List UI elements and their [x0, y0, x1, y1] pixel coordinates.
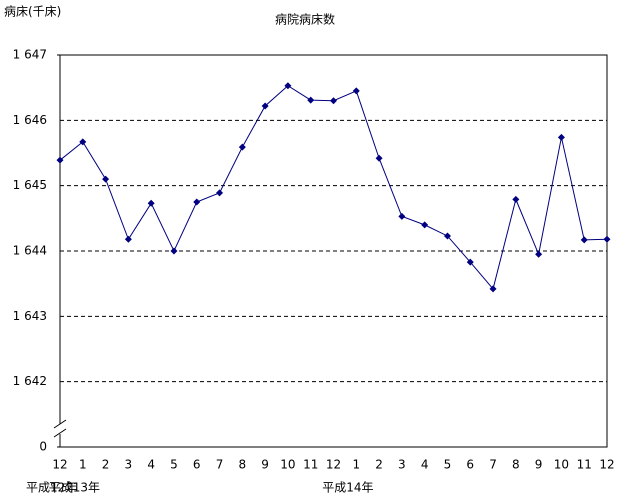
year-label: 平成13年: [49, 481, 100, 495]
marker: [124, 235, 132, 243]
y-tick-label: 1 642: [13, 374, 47, 388]
line: [59, 85, 608, 290]
marker: [261, 102, 269, 110]
marker: [102, 175, 110, 183]
marker: [375, 154, 383, 162]
x-tick-label: 1: [79, 458, 87, 472]
x-tick-label: 9: [535, 458, 543, 472]
x-tick-label: 4: [147, 458, 155, 472]
axis-break-gap: [56, 424, 64, 434]
marker: [147, 199, 155, 207]
x-tick-label: 3: [125, 458, 133, 472]
x-tick-label: 11: [303, 458, 318, 472]
y-tick-label: 1 644: [13, 244, 47, 258]
y-tick-label: 1 647: [13, 48, 47, 62]
y-axis-label: 病床(千床): [4, 4, 61, 19]
x-tick-label: 10: [554, 458, 569, 472]
x-tick-label: 6: [466, 458, 474, 472]
marker: [466, 258, 474, 266]
x-tick-label: 2: [102, 458, 110, 472]
axis-break: [53, 419, 67, 429]
x-tick-label: 12: [599, 458, 614, 472]
y-tick-label: 0: [39, 440, 47, 454]
marker: [421, 221, 429, 229]
plot-frame: [59, 54, 608, 448]
x-tick-label: 12: [52, 458, 67, 472]
x-tick-label: 8: [512, 458, 520, 472]
axis-break: [53, 428, 67, 438]
x-tick-label: 10: [280, 458, 295, 472]
x-tick-label: 3: [398, 458, 406, 472]
year-label: 平成12年: [26, 481, 77, 495]
marker: [557, 133, 565, 141]
marker: [79, 138, 87, 146]
marker: [284, 82, 292, 90]
marker: [443, 232, 451, 240]
y-tick-label: 1 646: [13, 113, 47, 127]
x-tick-label: 5: [170, 458, 178, 472]
marker: [603, 235, 611, 243]
x-tick-label: 7: [489, 458, 497, 472]
chart-title: 病院病床数: [275, 12, 335, 27]
marker: [193, 198, 201, 206]
marker: [330, 97, 337, 105]
x-tick-label: 5: [444, 458, 452, 472]
marker: [352, 87, 360, 95]
x-tick-label: 8: [239, 458, 247, 472]
x-tick-label: 11: [577, 458, 592, 472]
marker: [398, 212, 406, 220]
marker: [512, 195, 520, 203]
x-tick-label: 2: [375, 458, 383, 472]
x-tick-label: 12: [326, 458, 341, 472]
x-tick-label: 1: [352, 458, 360, 472]
marker: [56, 156, 64, 164]
marker: [489, 285, 497, 293]
y-tick-label: 1 645: [13, 178, 47, 192]
marker: [535, 250, 543, 258]
x-tick-label: 9: [261, 458, 269, 472]
y-tick-label: 1 643: [13, 309, 47, 323]
marker: [580, 236, 588, 244]
year-label: 平成14年: [322, 481, 373, 495]
marker: [238, 143, 246, 151]
x-tick-label: 7: [216, 458, 224, 472]
marker: [307, 96, 315, 104]
marker: [216, 189, 224, 197]
x-tick-label: 4: [421, 458, 429, 472]
x-tick-label: 6: [193, 458, 201, 472]
marker: [170, 247, 178, 255]
